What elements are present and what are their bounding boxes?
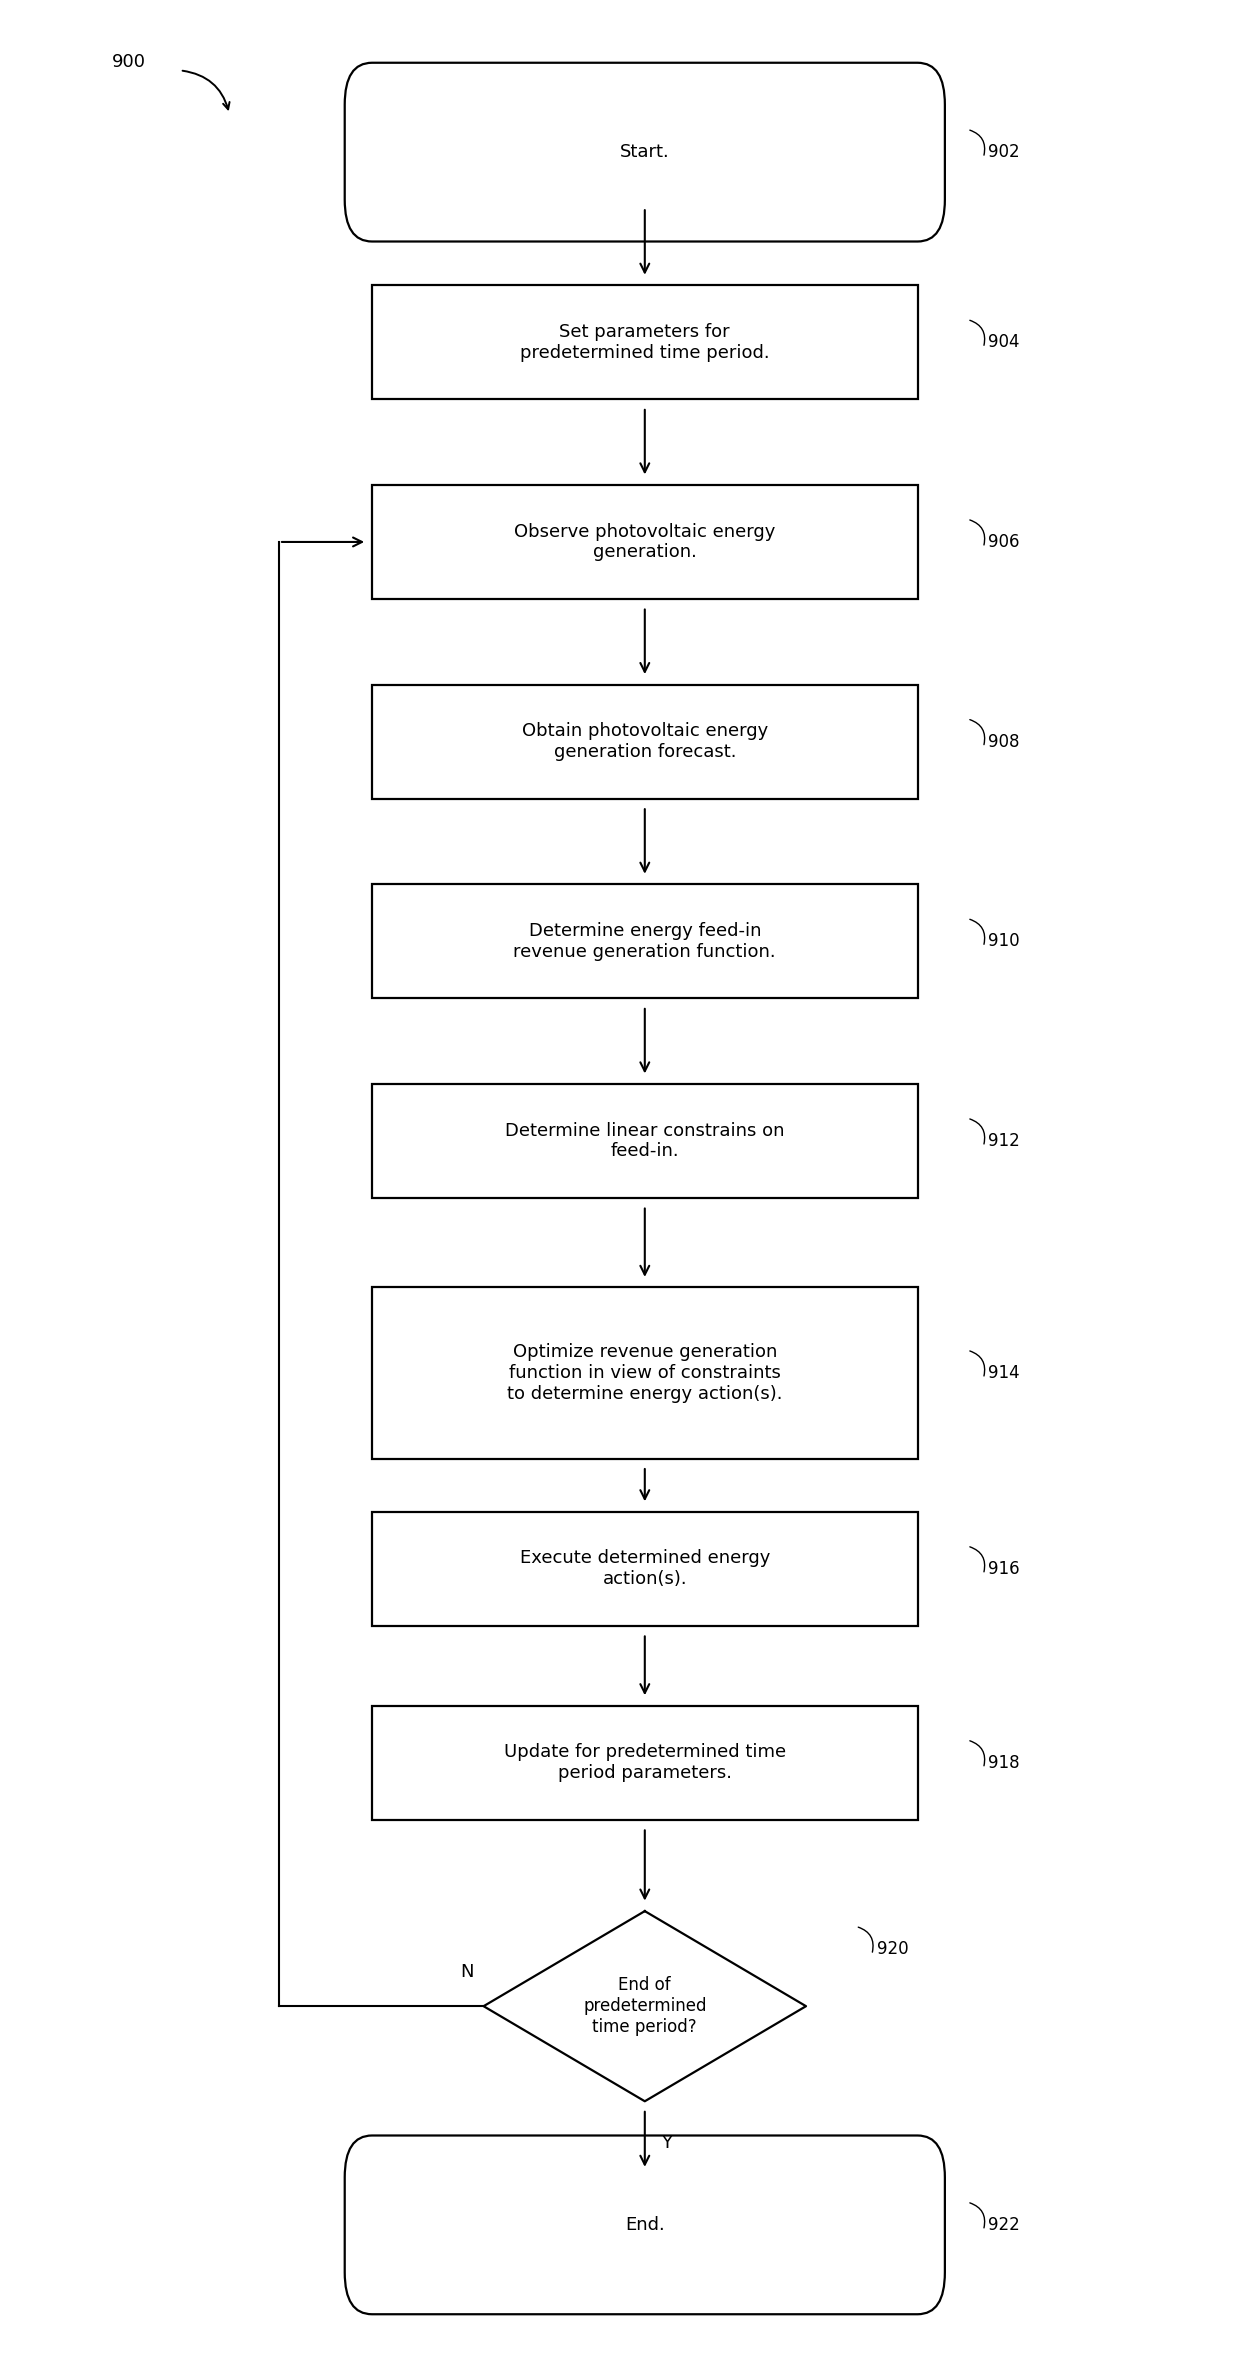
Bar: [372, 1512, 918, 1626]
FancyBboxPatch shape: [345, 62, 945, 242]
Bar: [372, 884, 918, 998]
Text: Start.: Start.: [620, 143, 670, 162]
Bar: [372, 1084, 918, 1198]
Bar: [372, 285, 918, 399]
FancyArrowPatch shape: [182, 71, 229, 109]
FancyArrowPatch shape: [970, 2203, 985, 2227]
Text: Y: Y: [661, 2135, 672, 2151]
FancyArrowPatch shape: [970, 321, 985, 345]
Text: 914: 914: [988, 1364, 1021, 1381]
Text: 912: 912: [988, 1131, 1021, 1150]
FancyArrowPatch shape: [970, 720, 985, 744]
Text: End.: End.: [625, 2215, 665, 2234]
FancyArrowPatch shape: [970, 1547, 985, 1571]
Text: Determine linear constrains on
feed-in.: Determine linear constrains on feed-in.: [505, 1122, 785, 1160]
Text: 902: 902: [988, 143, 1021, 162]
Bar: [372, 685, 918, 799]
Bar: [372, 1288, 918, 1459]
Text: Obtain photovoltaic energy
generation forecast.: Obtain photovoltaic energy generation fo…: [522, 723, 768, 761]
Text: 916: 916: [988, 1559, 1021, 1578]
Text: Optimize revenue generation
function in view of constraints
to determine energy : Optimize revenue generation function in …: [507, 1343, 782, 1402]
Text: 920: 920: [877, 1940, 909, 1959]
Text: Update for predetermined time
period parameters.: Update for predetermined time period par…: [503, 1742, 786, 1783]
Text: Observe photovoltaic energy
generation.: Observe photovoltaic energy generation.: [515, 523, 775, 561]
Text: 922: 922: [988, 2215, 1021, 2234]
Text: N: N: [460, 1963, 474, 1980]
Text: 904: 904: [988, 333, 1019, 352]
Text: Determine energy feed-in
revenue generation function.: Determine energy feed-in revenue generat…: [513, 922, 776, 960]
FancyBboxPatch shape: [345, 2135, 945, 2315]
FancyArrowPatch shape: [970, 920, 985, 944]
Text: 900: 900: [112, 52, 145, 71]
FancyArrowPatch shape: [970, 1120, 985, 1143]
Bar: [372, 485, 918, 599]
FancyArrowPatch shape: [858, 1928, 873, 1952]
FancyArrowPatch shape: [970, 1350, 985, 1376]
Text: 918: 918: [988, 1754, 1021, 1771]
Text: 906: 906: [988, 532, 1019, 551]
FancyArrowPatch shape: [970, 1740, 985, 1766]
Text: End of
predetermined
time period?: End of predetermined time period?: [583, 1975, 707, 2037]
Text: Execute determined energy
action(s).: Execute determined energy action(s).: [520, 1550, 770, 1588]
Text: 910: 910: [988, 932, 1021, 951]
FancyArrowPatch shape: [970, 131, 985, 155]
FancyArrowPatch shape: [970, 521, 985, 544]
Text: 908: 908: [988, 732, 1019, 751]
Text: Set parameters for
predetermined time period.: Set parameters for predetermined time pe…: [520, 323, 770, 361]
Bar: [372, 1707, 918, 1821]
